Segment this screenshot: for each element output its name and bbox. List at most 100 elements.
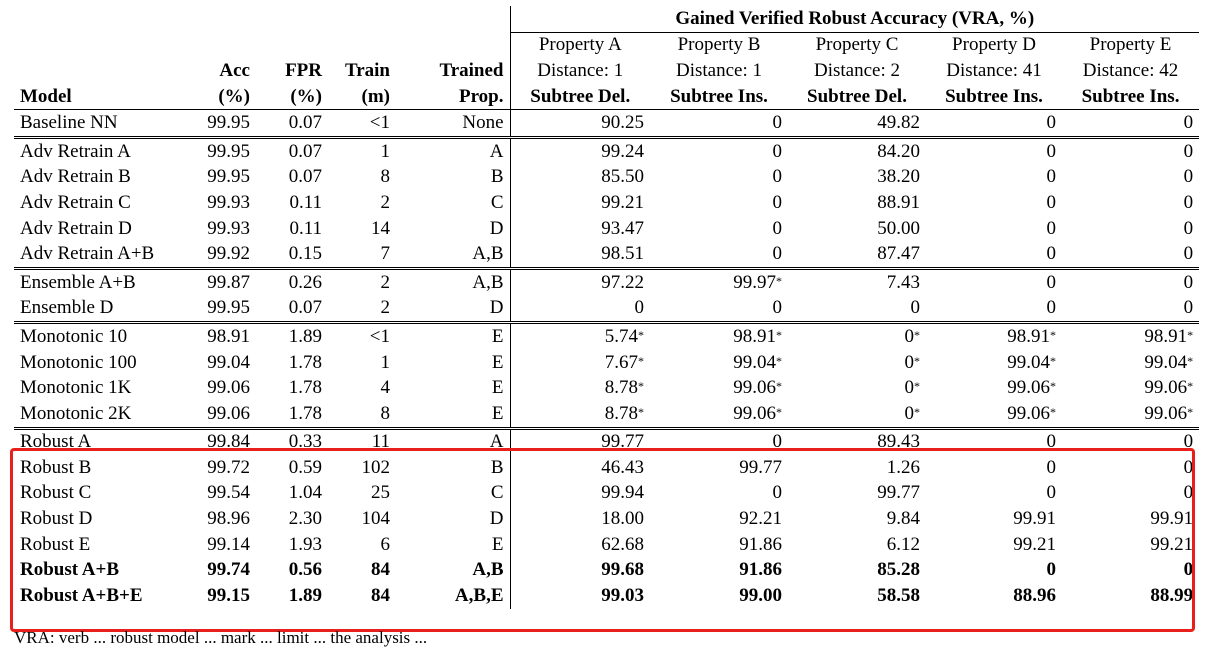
asterisk-mark: * [776, 354, 782, 368]
cell-b: 91.86 [650, 532, 788, 558]
cell-train: 84 [328, 583, 396, 609]
cell-b: 0 [650, 296, 788, 323]
table-row: Adv Retrain B 99.95 0.07 8 B 85.50 0 38.20 0 0 [14, 165, 1199, 191]
cell-b: 0 [650, 165, 788, 191]
vra-group-title: Gained Verified Robust Accuracy (VRA, %) [510, 6, 1199, 32]
asterisk-mark: * [776, 379, 782, 393]
cell-b: 99.00 [650, 583, 788, 609]
cell-e: 0 [1062, 268, 1199, 295]
acc-header: Acc [192, 58, 256, 84]
cell-train: 102 [328, 455, 396, 481]
cell-c: 0* [788, 401, 926, 428]
cell-prop: E [396, 401, 510, 428]
cell-a: 97.22 [510, 268, 650, 295]
cell-model: Robust E [14, 532, 192, 558]
cell-model: Monotonic 1K [14, 375, 192, 401]
cell-d: 99.06* [926, 375, 1062, 401]
cell-train: 2 [328, 296, 396, 323]
cell-train: 8 [328, 401, 396, 428]
table-row: Ensemble D 99.95 0.07 2 D 0 0 0 0 0 [14, 296, 1199, 323]
cell-c: 88.91 [788, 190, 926, 216]
cell-e: 98.91* [1062, 323, 1199, 350]
prop-e-distance: Distance: 42 [1062, 58, 1199, 84]
prop-d-op: Subtree Ins. [926, 84, 1062, 110]
cell-prop: C [396, 190, 510, 216]
table-row: Robust C 99.54 1.04 25 C 99.94 0 99.77 0 0 [14, 481, 1199, 507]
cell-a: 99.77 [510, 428, 650, 455]
cell-b: 99.06* [650, 401, 788, 428]
cell-train: 2 [328, 190, 396, 216]
cell-e: 99.04* [1062, 350, 1199, 376]
cell-fpr: 0.59 [256, 455, 328, 481]
cell-a: 98.51 [510, 241, 650, 268]
cell-e: 0 [1062, 110, 1199, 138]
trained-header: Trained [396, 58, 510, 84]
cell-d: 0 [926, 428, 1062, 455]
cell-prop: D [396, 216, 510, 242]
cell-model: Ensemble A+B [14, 268, 192, 295]
cell-acc: 99.06 [192, 401, 256, 428]
cell-fpr: 1.93 [256, 532, 328, 558]
cell-acc: 99.72 [192, 455, 256, 481]
cell-c: 1.26 [788, 455, 926, 481]
prop-c-op: Subtree Del. [788, 84, 926, 110]
cell-b: 0 [650, 190, 788, 216]
cell-b: 0 [650, 481, 788, 507]
cell-d: 0 [926, 296, 1062, 323]
cell-c: 58.58 [788, 583, 926, 609]
cell-model: Monotonic 100 [14, 350, 192, 376]
model-header: Model [14, 84, 192, 110]
cell-acc: 99.92 [192, 241, 256, 268]
cell-acc: 99.93 [192, 190, 256, 216]
cell-e: 0 [1062, 455, 1199, 481]
train-header: Train [328, 58, 396, 84]
prop-b-distance: Distance: 1 [650, 58, 788, 84]
cell-fpr: 0.56 [256, 557, 328, 583]
cell-a: 99.21 [510, 190, 650, 216]
cell-a: 18.00 [510, 506, 650, 532]
trained-unit: Prop. [396, 84, 510, 110]
cell-d: 0 [926, 137, 1062, 164]
table-row: Robust A+B 99.74 0.56 84 A,B 99.68 91.86 85.28 0… [14, 557, 1199, 583]
cell-b: 98.91* [650, 323, 788, 350]
cell-c: 0* [788, 323, 926, 350]
table-row: Adv Retrain A+B 99.92 0.15 7 A,B 98.51 0 87.47 0… [14, 241, 1199, 268]
cell-acc: 98.91 [192, 323, 256, 350]
cell-d: 0 [926, 481, 1062, 507]
cell-d: 0 [926, 190, 1062, 216]
asterisk-mark: * [776, 328, 782, 342]
table-row: Monotonic 1K 99.06 1.78 4 E 8.78* 99.06* 0* 99.0… [14, 375, 1199, 401]
cell-d: 98.91* [926, 323, 1062, 350]
cell-a: 5.74* [510, 323, 650, 350]
cell-a: 7.67* [510, 350, 650, 376]
cell-fpr: 1.78 [256, 375, 328, 401]
cell-fpr: 0.11 [256, 216, 328, 242]
cell-train: 2 [328, 268, 396, 295]
cell-e: 0 [1062, 557, 1199, 583]
cell-e: 0 [1062, 216, 1199, 242]
cell-a: 8.78* [510, 401, 650, 428]
cell-train: 7 [328, 241, 396, 268]
prop-b-op: Subtree Ins. [650, 84, 788, 110]
cell-d: 99.06* [926, 401, 1062, 428]
cell-a: 62.68 [510, 532, 650, 558]
table-row: Adv Retrain A 99.95 0.07 1 A 99.24 0 84.20 0 0 [14, 137, 1199, 164]
cell-train: <1 [328, 110, 396, 138]
cell-prop: E [396, 350, 510, 376]
prop-b-name: Property B [650, 32, 788, 58]
table-row: Adv Retrain C 99.93 0.11 2 C 99.21 0 88.91 0 0 [14, 190, 1199, 216]
cell-model: Robust A [14, 428, 192, 455]
cell-model: Robust C [14, 481, 192, 507]
prop-a-name: Property A [510, 32, 650, 58]
prop-e-name: Property E [1062, 32, 1199, 58]
cell-b: 0 [650, 216, 788, 242]
cell-c: 0* [788, 375, 926, 401]
cell-fpr: 2.30 [256, 506, 328, 532]
asterisk-mark: * [1187, 328, 1193, 342]
cell-c: 85.28 [788, 557, 926, 583]
cell-model: Adv Retrain D [14, 216, 192, 242]
cell-e: 0 [1062, 137, 1199, 164]
cell-e: 99.06* [1062, 375, 1199, 401]
prop-e-op: Subtree Ins. [1062, 84, 1199, 110]
cell-fpr: 0.11 [256, 190, 328, 216]
